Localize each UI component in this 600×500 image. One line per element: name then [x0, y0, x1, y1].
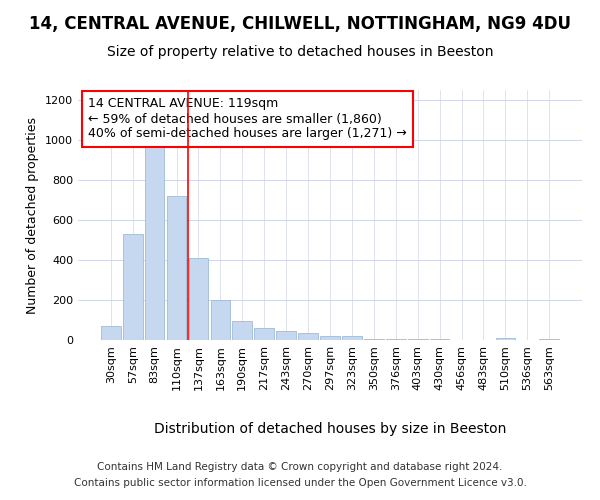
Bar — [496, 338, 515, 340]
Text: Size of property relative to detached houses in Beeston: Size of property relative to detached ho… — [107, 45, 493, 59]
Bar — [123, 234, 143, 340]
Bar — [254, 328, 274, 340]
Bar — [364, 339, 384, 340]
Bar — [167, 196, 187, 340]
Text: 14, CENTRAL AVENUE, CHILWELL, NOTTINGHAM, NG9 4DU: 14, CENTRAL AVENUE, CHILWELL, NOTTINGHAM… — [29, 15, 571, 33]
Bar — [320, 336, 340, 340]
Bar — [539, 339, 559, 340]
Bar — [211, 300, 230, 340]
Text: Contains public sector information licensed under the Open Government Licence v3: Contains public sector information licen… — [74, 478, 526, 488]
Bar — [276, 331, 296, 340]
Bar — [298, 333, 318, 340]
Bar — [145, 140, 164, 340]
Bar — [232, 321, 252, 340]
Y-axis label: Number of detached properties: Number of detached properties — [26, 116, 40, 314]
Text: Distribution of detached houses by size in Beeston: Distribution of detached houses by size … — [154, 422, 506, 436]
Bar — [188, 258, 208, 340]
Text: Contains HM Land Registry data © Crown copyright and database right 2024.: Contains HM Land Registry data © Crown c… — [97, 462, 503, 472]
Bar — [342, 336, 362, 340]
Text: 14 CENTRAL AVENUE: 119sqm
← 59% of detached houses are smaller (1,860)
40% of se: 14 CENTRAL AVENUE: 119sqm ← 59% of detac… — [88, 98, 407, 140]
Bar — [101, 326, 121, 340]
